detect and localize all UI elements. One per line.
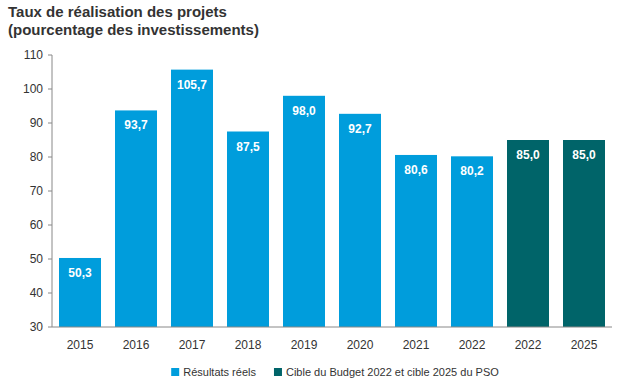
y-tick-label: 50 (30, 252, 44, 266)
bar (451, 156, 493, 327)
y-tick-label: 110 (24, 48, 43, 62)
y-tick-label: 30 (30, 320, 44, 334)
bar (115, 110, 157, 327)
bar (395, 155, 437, 327)
y-tick (48, 259, 52, 260)
chart-svg: Taux de réalisation des projets(pourcent… (0, 0, 630, 392)
data-label: 87,5 (236, 140, 260, 154)
data-label: 92,7 (348, 122, 372, 136)
bar (563, 140, 605, 327)
bar (171, 70, 213, 327)
y-tick (48, 123, 52, 124)
subtitle: (pourcentage des investissements) (8, 21, 259, 38)
legend-item: Cible du Budget 2022 et cible 2025 du PS… (274, 366, 499, 378)
legend: Résultats réels Cible du Budget 2022 et c… (171, 366, 499, 378)
legend-item: Résultats réels (171, 366, 256, 378)
data-label: 80,2 (460, 164, 484, 178)
y-tick-label: 60 (30, 218, 44, 232)
y-tick (48, 327, 52, 328)
y-tick-label: 70 (30, 184, 44, 198)
bar (227, 132, 269, 328)
x-tick-label: 2022 (459, 338, 486, 352)
legend-swatch (171, 368, 179, 376)
y-tick (48, 157, 52, 158)
x-tick-label: 2025 (571, 338, 598, 352)
bars (59, 70, 605, 327)
data-label: 98,0 (292, 104, 316, 118)
y-tick (48, 89, 52, 90)
x-axis-line (52, 327, 612, 328)
x-tick-label: 2016 (123, 338, 150, 352)
bar (507, 140, 549, 327)
x-tick-label: 2018 (235, 338, 262, 352)
y-tick (48, 55, 52, 56)
bar (59, 258, 101, 327)
legend-swatch (274, 368, 282, 376)
data-label: 50,3 (68, 266, 92, 280)
y-tick-label: 90 (30, 116, 44, 130)
x-tick-label: 2015 (67, 338, 94, 352)
data-label: 93,7 (124, 118, 148, 132)
x-tick-label: 2017 (179, 338, 206, 352)
legend-label: Cible du Budget 2022 et cible 2025 du PS… (286, 366, 499, 378)
y-tick-label: 40 (30, 286, 44, 300)
y-tick (48, 191, 52, 192)
y-tick (48, 293, 52, 294)
data-label: 85,0 (516, 148, 540, 162)
bar (339, 114, 381, 327)
data-label: 105,7 (177, 78, 207, 92)
bar (283, 96, 325, 327)
data-label: 80,6 (404, 163, 428, 177)
y-tick-label: 80 (30, 150, 44, 164)
y-tick (48, 225, 52, 226)
y-tick-label: 100 (23, 82, 43, 96)
x-tick-label: 2022 (515, 338, 542, 352)
legend-label: Résultats réels (183, 366, 256, 378)
x-tick-label: 2020 (347, 338, 374, 352)
x-tick-label: 2021 (403, 338, 430, 352)
data-label: 85,0 (572, 148, 596, 162)
x-tick-label: 2019 (291, 338, 318, 352)
chart-container: Taux de réalisation des projets(pourcent… (0, 0, 630, 392)
title: Taux de réalisation des projets (8, 3, 227, 20)
data-labels: 50,3 93,7 105,7 87,5 98,0 92,7 80,6 80,2 85,0 85,… (68, 78, 596, 280)
